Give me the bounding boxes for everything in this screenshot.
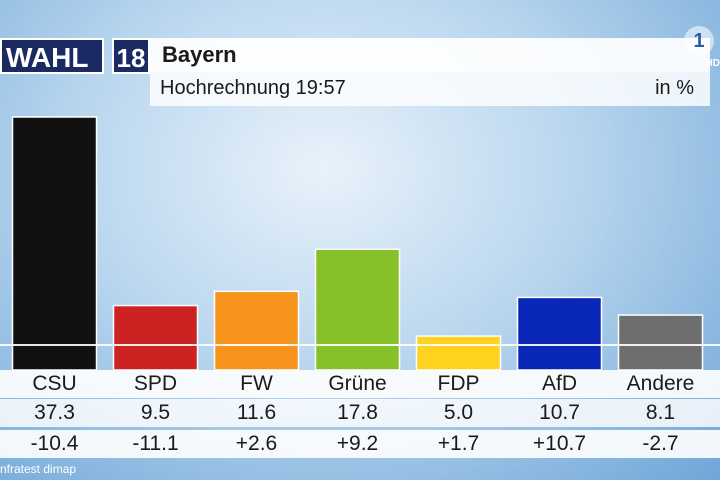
chart-baseline xyxy=(0,344,720,346)
unit-label: in % xyxy=(655,77,694,99)
party-value-fdp: 5.0 xyxy=(443,401,474,424)
party-change-andere: -2.7 xyxy=(642,432,679,455)
party-changes-row: -10.4 -11.1 +2.6 +9.2 +1.7 +10.7 -2.7 xyxy=(0,430,720,458)
party-change-grüne: +9.2 xyxy=(336,432,379,455)
year-logo: 18 xyxy=(112,38,150,74)
wahl-logo: WAHL xyxy=(0,38,104,74)
party-value-grüne: 17.8 xyxy=(337,401,378,424)
hd-badge: HD xyxy=(705,58,720,69)
party-value-csu: 37.3 xyxy=(34,401,75,424)
broadcaster-logo-icon: 1 xyxy=(684,26,714,56)
party-change-csu: -10.4 xyxy=(30,432,79,455)
party-value-fw: 11.6 xyxy=(236,401,277,424)
bar-csu xyxy=(11,116,98,371)
party-name-csu: CSU xyxy=(32,372,77,395)
party-name-fw: FW xyxy=(240,372,273,395)
broadcaster-logo-text: 1 xyxy=(693,30,705,52)
subtitle-bar: Hochrechnung 19:57 in % xyxy=(150,72,710,106)
party-names-row: CSU SPD FW Grüne FDP AfD Andere xyxy=(0,370,720,398)
title-bar: Bayern xyxy=(150,38,710,72)
bar-spd xyxy=(112,304,199,371)
bar-fw xyxy=(213,290,300,371)
party-value-spd: 9.5 xyxy=(140,401,171,424)
bar-andere xyxy=(617,314,704,371)
party-change-fw: +2.6 xyxy=(235,432,278,455)
party-value-andere: 8.1 xyxy=(645,401,676,424)
source-credit: nfratest dimap xyxy=(0,462,77,476)
party-change-fdp: +1.7 xyxy=(437,432,480,455)
party-name-grüne: Grüne xyxy=(328,372,387,395)
year-logo-text: 18 xyxy=(116,43,146,73)
party-value-afd: 10.7 xyxy=(539,401,580,424)
chart-subtitle: Hochrechnung 19:57 xyxy=(160,77,346,99)
party-name-afd: AfD xyxy=(541,372,577,395)
bar-fdp xyxy=(415,335,502,371)
party-change-afd: +10.7 xyxy=(532,432,587,455)
party-name-fdp: FDP xyxy=(437,372,480,395)
party-name-spd: SPD xyxy=(133,372,178,395)
party-values-row: 37.3 9.5 11.6 17.8 5.0 10.7 8.1 xyxy=(0,399,720,427)
bar-afd xyxy=(516,296,603,371)
wahl-logo-text: WAHL xyxy=(6,42,89,73)
party-change-spd: -11.1 xyxy=(132,432,179,455)
bar-grüne xyxy=(314,248,401,371)
chart-title: Bayern xyxy=(162,42,237,67)
party-name-andere: Andere xyxy=(626,372,695,395)
